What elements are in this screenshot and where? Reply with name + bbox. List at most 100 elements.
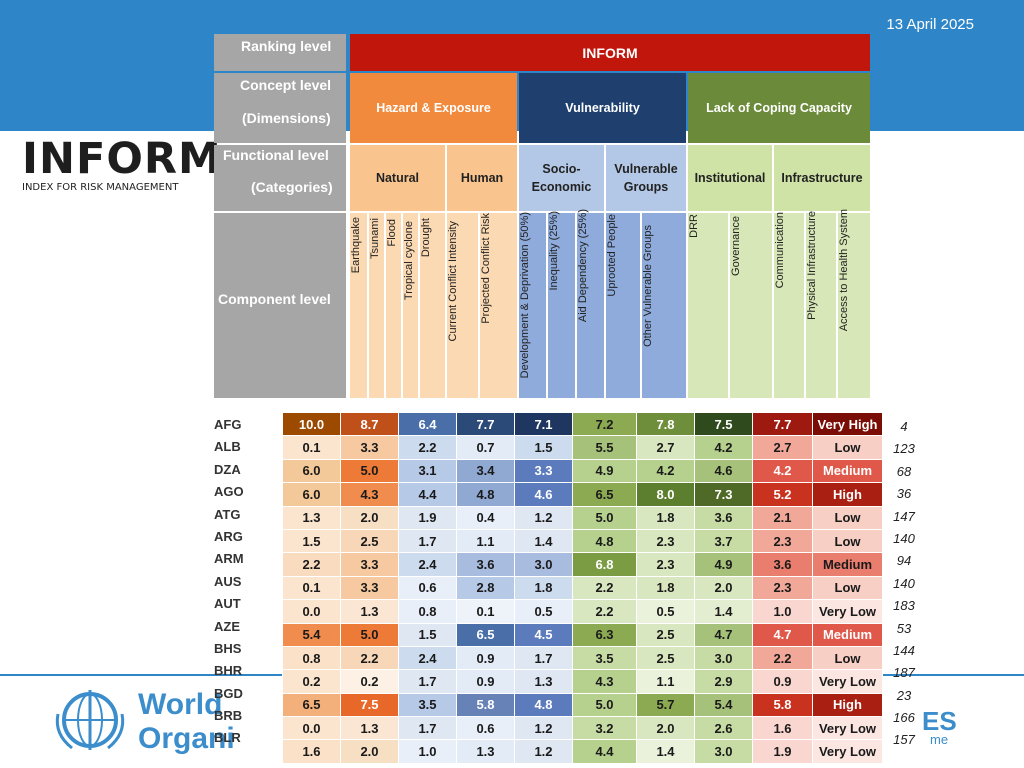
score-cell: 1.3 bbox=[282, 505, 341, 530]
table-row: 10.0 8.7 6.4 7.7 7.1 7.2 7.8 7.5 7.7 Very High bbox=[282, 411, 883, 437]
table-row: 0.1 3.3 2.2 0.7 1.5 5.5 2.7 4.2 2.7 Low bbox=[282, 435, 883, 460]
score-cell: 1.5 bbox=[282, 528, 341, 554]
rank-value: 183 bbox=[893, 598, 915, 614]
inform-logo: INFORM INDEX FOR RISK MANAGEMENT bbox=[22, 136, 221, 193]
country-code-column: AFG ALB DZA AGO ATG ARG ARM AUS AUT AZE BHS BHR BGD B… bbox=[214, 412, 244, 748]
score-cell: 3.3 bbox=[340, 552, 399, 577]
concept-level-label: Concept level (Dimensions) bbox=[214, 73, 346, 143]
score-cell: 7.1 bbox=[514, 411, 573, 437]
score-cell: 2.2 bbox=[572, 575, 637, 601]
category-institutional: Institutional bbox=[688, 145, 772, 211]
score-cell: 7.3 bbox=[694, 482, 753, 507]
score-cell: 0.9 bbox=[456, 669, 515, 694]
score-cell: 1.2 bbox=[514, 739, 573, 764]
score-cell: 5.0 bbox=[340, 458, 399, 484]
component-development-deprivation: Development & Deprivation (50%) bbox=[519, 212, 546, 398]
score-cell: 5.4 bbox=[282, 622, 341, 647]
country-code: ALB bbox=[214, 439, 241, 455]
score-cell: 0.6 bbox=[398, 575, 457, 601]
rank-value: 166 bbox=[893, 710, 915, 726]
score-cell: 0.0 bbox=[282, 716, 341, 741]
score-cell: 4.8 bbox=[456, 482, 515, 507]
country-code: AGO bbox=[214, 484, 244, 500]
partner-logo-text: ES bbox=[922, 706, 957, 736]
score-cell: 1.4 bbox=[514, 528, 573, 554]
score-cell: 7.5 bbox=[694, 411, 753, 437]
score-cell: 0.1 bbox=[282, 575, 341, 601]
component-communication: Communication bbox=[774, 212, 804, 398]
table-row: 1.5 2.5 1.7 1.1 1.4 4.8 2.3 3.7 2.3 Low bbox=[282, 528, 883, 554]
functional-level-label: Functional level (Categories) bbox=[214, 145, 346, 211]
score-cell: 6.0 bbox=[282, 482, 341, 507]
rank-value: 68 bbox=[896, 463, 912, 479]
score-cell: 6.8 bbox=[572, 552, 637, 577]
score-cell: 6.5 bbox=[282, 692, 341, 718]
score-cell: 1.3 bbox=[514, 669, 573, 694]
score-cell: 1.0 bbox=[398, 739, 457, 764]
table-row: 0.0 1.3 0.8 0.1 0.5 2.2 0.5 1.4 1.0 Very Low bbox=[282, 599, 883, 624]
risk-class-cell: Medium bbox=[812, 458, 883, 484]
rank-value: 187 bbox=[893, 665, 915, 681]
score-cell: 1.8 bbox=[636, 505, 695, 530]
score-cell: 5.4 bbox=[694, 692, 753, 718]
score-cell: 7.8 bbox=[636, 411, 695, 437]
score-cell: 2.4 bbox=[398, 552, 457, 577]
score-cell: 5.0 bbox=[340, 622, 399, 647]
risk-class-cell: Medium bbox=[812, 552, 883, 577]
risk-class-cell: Medium bbox=[812, 622, 883, 647]
score-cell: 3.5 bbox=[398, 692, 457, 718]
score-cell: 1.6 bbox=[282, 739, 341, 764]
score-cell: 0.5 bbox=[636, 599, 695, 624]
score-cell: 3.0 bbox=[694, 645, 753, 671]
score-cell: 1.3 bbox=[340, 716, 399, 741]
score-cell: 7.2 bbox=[572, 411, 637, 437]
score-cell: 3.6 bbox=[456, 552, 515, 577]
table-row: 2.2 3.3 2.4 3.6 3.0 6.8 2.3 4.9 3.6 Medium bbox=[282, 552, 883, 577]
score-cell: 2.5 bbox=[340, 528, 399, 554]
score-cell: 1.3 bbox=[456, 739, 515, 764]
inform-logo-subtitle: INDEX FOR RISK MANAGEMENT bbox=[22, 182, 179, 193]
score-cell: 3.6 bbox=[694, 505, 753, 530]
score-cell: 1.9 bbox=[752, 739, 813, 764]
score-cell: 1.5 bbox=[514, 435, 573, 460]
score-cell: 7.7 bbox=[456, 411, 515, 437]
country-code: ARM bbox=[214, 551, 244, 567]
score-cell: 0.6 bbox=[456, 716, 515, 741]
score-cell: 2.3 bbox=[636, 552, 695, 577]
table-row: 0.1 3.3 0.6 2.8 1.8 2.2 1.8 2.0 2.3 Low bbox=[282, 575, 883, 601]
score-cell: 3.3 bbox=[340, 575, 399, 601]
score-cell: 3.2 bbox=[572, 716, 637, 741]
score-cell: 6.4 bbox=[398, 411, 457, 437]
risk-class-cell: High bbox=[812, 482, 883, 507]
rank-value: 123 bbox=[893, 441, 915, 457]
score-cell: 0.1 bbox=[456, 599, 515, 624]
score-cell: 1.7 bbox=[398, 669, 457, 694]
country-code: ATG bbox=[214, 506, 241, 522]
score-cell: 4.4 bbox=[398, 482, 457, 507]
score-cell: 1.4 bbox=[694, 599, 753, 624]
risk-class-cell: Very Low bbox=[812, 599, 883, 624]
score-cell: 0.8 bbox=[282, 645, 341, 671]
inform-ranking-box: INFORM bbox=[350, 34, 870, 71]
slide-date: 13 April 2025 bbox=[886, 16, 974, 33]
score-cell: 3.3 bbox=[340, 435, 399, 460]
score-cell: 2.2 bbox=[340, 645, 399, 671]
rank-value: 147 bbox=[893, 508, 915, 524]
score-cell: 0.7 bbox=[456, 435, 515, 460]
score-cell: 0.0 bbox=[282, 599, 341, 624]
score-cell: 2.0 bbox=[636, 716, 695, 741]
country-code: BHR bbox=[214, 663, 243, 679]
country-code: BLR bbox=[214, 730, 241, 746]
score-cell: 2.0 bbox=[340, 739, 399, 764]
score-cell: 1.7 bbox=[514, 645, 573, 671]
score-cell: 2.7 bbox=[636, 435, 695, 460]
score-cell: 3.0 bbox=[514, 552, 573, 577]
dimension-hazard-exposure: Hazard & Exposure bbox=[350, 73, 517, 143]
score-cell: 0.9 bbox=[456, 645, 515, 671]
component-current-conflict-intensity: Current Conflict Intensity bbox=[447, 213, 478, 398]
score-cell: 5.0 bbox=[572, 692, 637, 718]
risk-class-cell: Very Low bbox=[812, 669, 883, 694]
risk-class-cell: Very Low bbox=[812, 739, 883, 764]
component-level-label: Component level bbox=[214, 213, 346, 398]
risk-class-cell: Low bbox=[812, 435, 883, 460]
